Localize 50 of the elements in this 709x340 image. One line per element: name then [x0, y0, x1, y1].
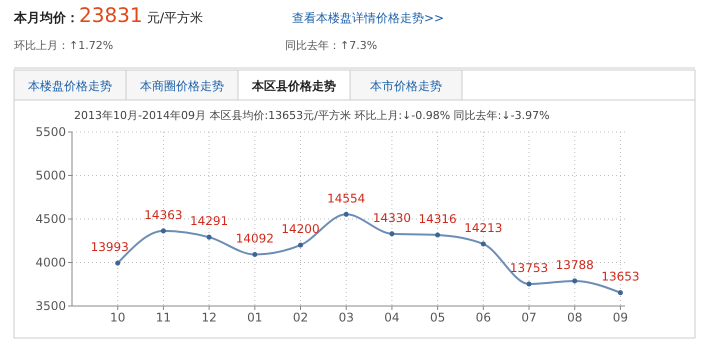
data-label: 14554: [327, 191, 366, 206]
data-label: 14092: [236, 231, 274, 246]
point: [389, 231, 394, 236]
x-tick-label: 03: [338, 310, 354, 325]
x-tick-label: 12: [201, 310, 217, 325]
point: [160, 228, 166, 234]
data-label: 14291: [190, 214, 228, 228]
point: [344, 212, 349, 217]
point: [618, 290, 623, 296]
x-tick-label: 06: [476, 310, 491, 325]
x-tick-label: 04: [384, 310, 400, 325]
data-label: 13653: [601, 270, 640, 284]
x-tick-label: 09: [612, 310, 628, 325]
point: [298, 242, 304, 248]
text: 本楼盘价格走势: [28, 79, 112, 93]
point: [526, 281, 532, 287]
chart-subtitle: 2013年10月-2014年09月 本区县均价:13653元/平方米 环比上月:↓-0.98% 同比去年:↓-3.97%: [74, 109, 550, 122]
x-tick-label: 10: [110, 310, 126, 325]
data-label: 14316: [418, 212, 457, 226]
data-label: 14200: [281, 222, 320, 236]
data-label: 13788: [556, 258, 594, 272]
text: 4500: [35, 212, 66, 226]
point: [572, 278, 578, 284]
data-label: 14213: [464, 220, 502, 235]
point: [115, 260, 120, 266]
text: 5000: [35, 168, 66, 182]
text: 同比去年：↑7.3%: [285, 39, 378, 52]
text: 3500: [35, 298, 66, 313]
text: 5500: [35, 124, 66, 139]
x-tick-label: 07: [521, 310, 537, 325]
text: 本商圈价格走势: [140, 79, 224, 93]
point: [480, 241, 486, 246]
text: 查看本楼盘详情价格走势>>: [292, 11, 444, 25]
data-label: 14330: [372, 210, 412, 225]
text: 本市价格走势: [370, 79, 442, 93]
x-tick-label: 01: [247, 310, 262, 325]
x-tick-label: 08: [567, 310, 582, 325]
chart-title: 本月均价：23831 元/平方米: [13, 3, 204, 27]
point: [435, 232, 440, 238]
x-tick-label: 11: [156, 310, 172, 325]
data-label: 13993: [90, 240, 129, 254]
text: 4000: [35, 255, 66, 270]
text: 本区县价格走势: [251, 79, 336, 93]
point: [252, 252, 258, 258]
x-tick-label: 02: [292, 310, 308, 325]
text: 环比上月：↑1.72%: [14, 39, 114, 52]
x-tick-label: 05: [430, 310, 446, 325]
data-label: 13753: [510, 260, 548, 275]
point: [206, 234, 212, 240]
data-label: 14363: [144, 208, 182, 222]
